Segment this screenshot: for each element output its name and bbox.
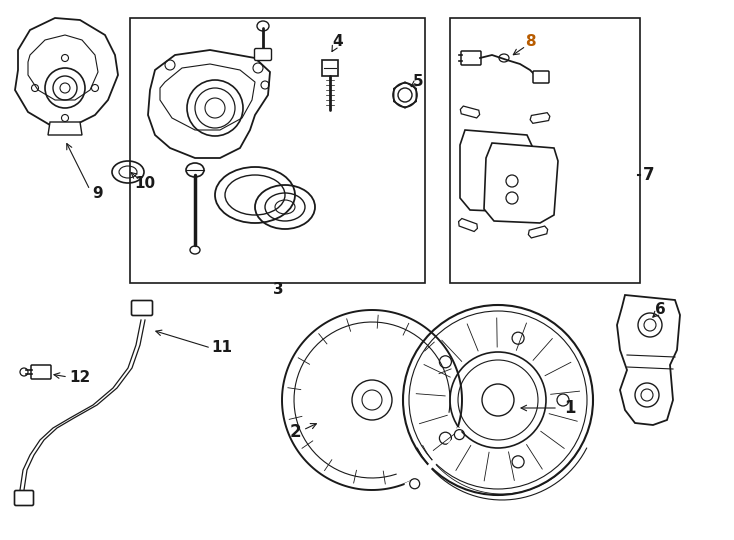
Polygon shape xyxy=(459,219,477,232)
Polygon shape xyxy=(48,122,82,135)
Polygon shape xyxy=(484,143,558,223)
FancyBboxPatch shape xyxy=(15,490,34,505)
Text: 8: 8 xyxy=(525,35,535,50)
Text: 4: 4 xyxy=(333,35,344,50)
Bar xyxy=(450,18,640,283)
Text: 3: 3 xyxy=(273,282,283,298)
FancyBboxPatch shape xyxy=(131,300,153,315)
FancyBboxPatch shape xyxy=(461,51,481,65)
Polygon shape xyxy=(405,428,462,488)
Polygon shape xyxy=(15,18,118,125)
Polygon shape xyxy=(528,226,548,238)
FancyBboxPatch shape xyxy=(533,71,549,83)
Polygon shape xyxy=(460,130,533,212)
FancyBboxPatch shape xyxy=(31,365,51,379)
Polygon shape xyxy=(460,106,479,118)
Text: 12: 12 xyxy=(70,370,90,386)
Polygon shape xyxy=(530,113,550,123)
Text: 6: 6 xyxy=(655,302,666,318)
Bar xyxy=(130,18,425,283)
Polygon shape xyxy=(148,50,270,158)
Polygon shape xyxy=(28,35,98,100)
Text: 5: 5 xyxy=(413,75,424,90)
Polygon shape xyxy=(160,64,255,130)
Text: 9: 9 xyxy=(92,186,103,200)
Bar xyxy=(322,60,338,76)
Text: 2: 2 xyxy=(289,423,301,441)
Text: 10: 10 xyxy=(134,176,156,191)
Text: 11: 11 xyxy=(211,341,233,355)
FancyBboxPatch shape xyxy=(255,49,272,60)
Text: 1: 1 xyxy=(564,399,575,417)
Polygon shape xyxy=(617,295,680,425)
Polygon shape xyxy=(393,82,416,108)
Text: 7: 7 xyxy=(643,166,655,184)
